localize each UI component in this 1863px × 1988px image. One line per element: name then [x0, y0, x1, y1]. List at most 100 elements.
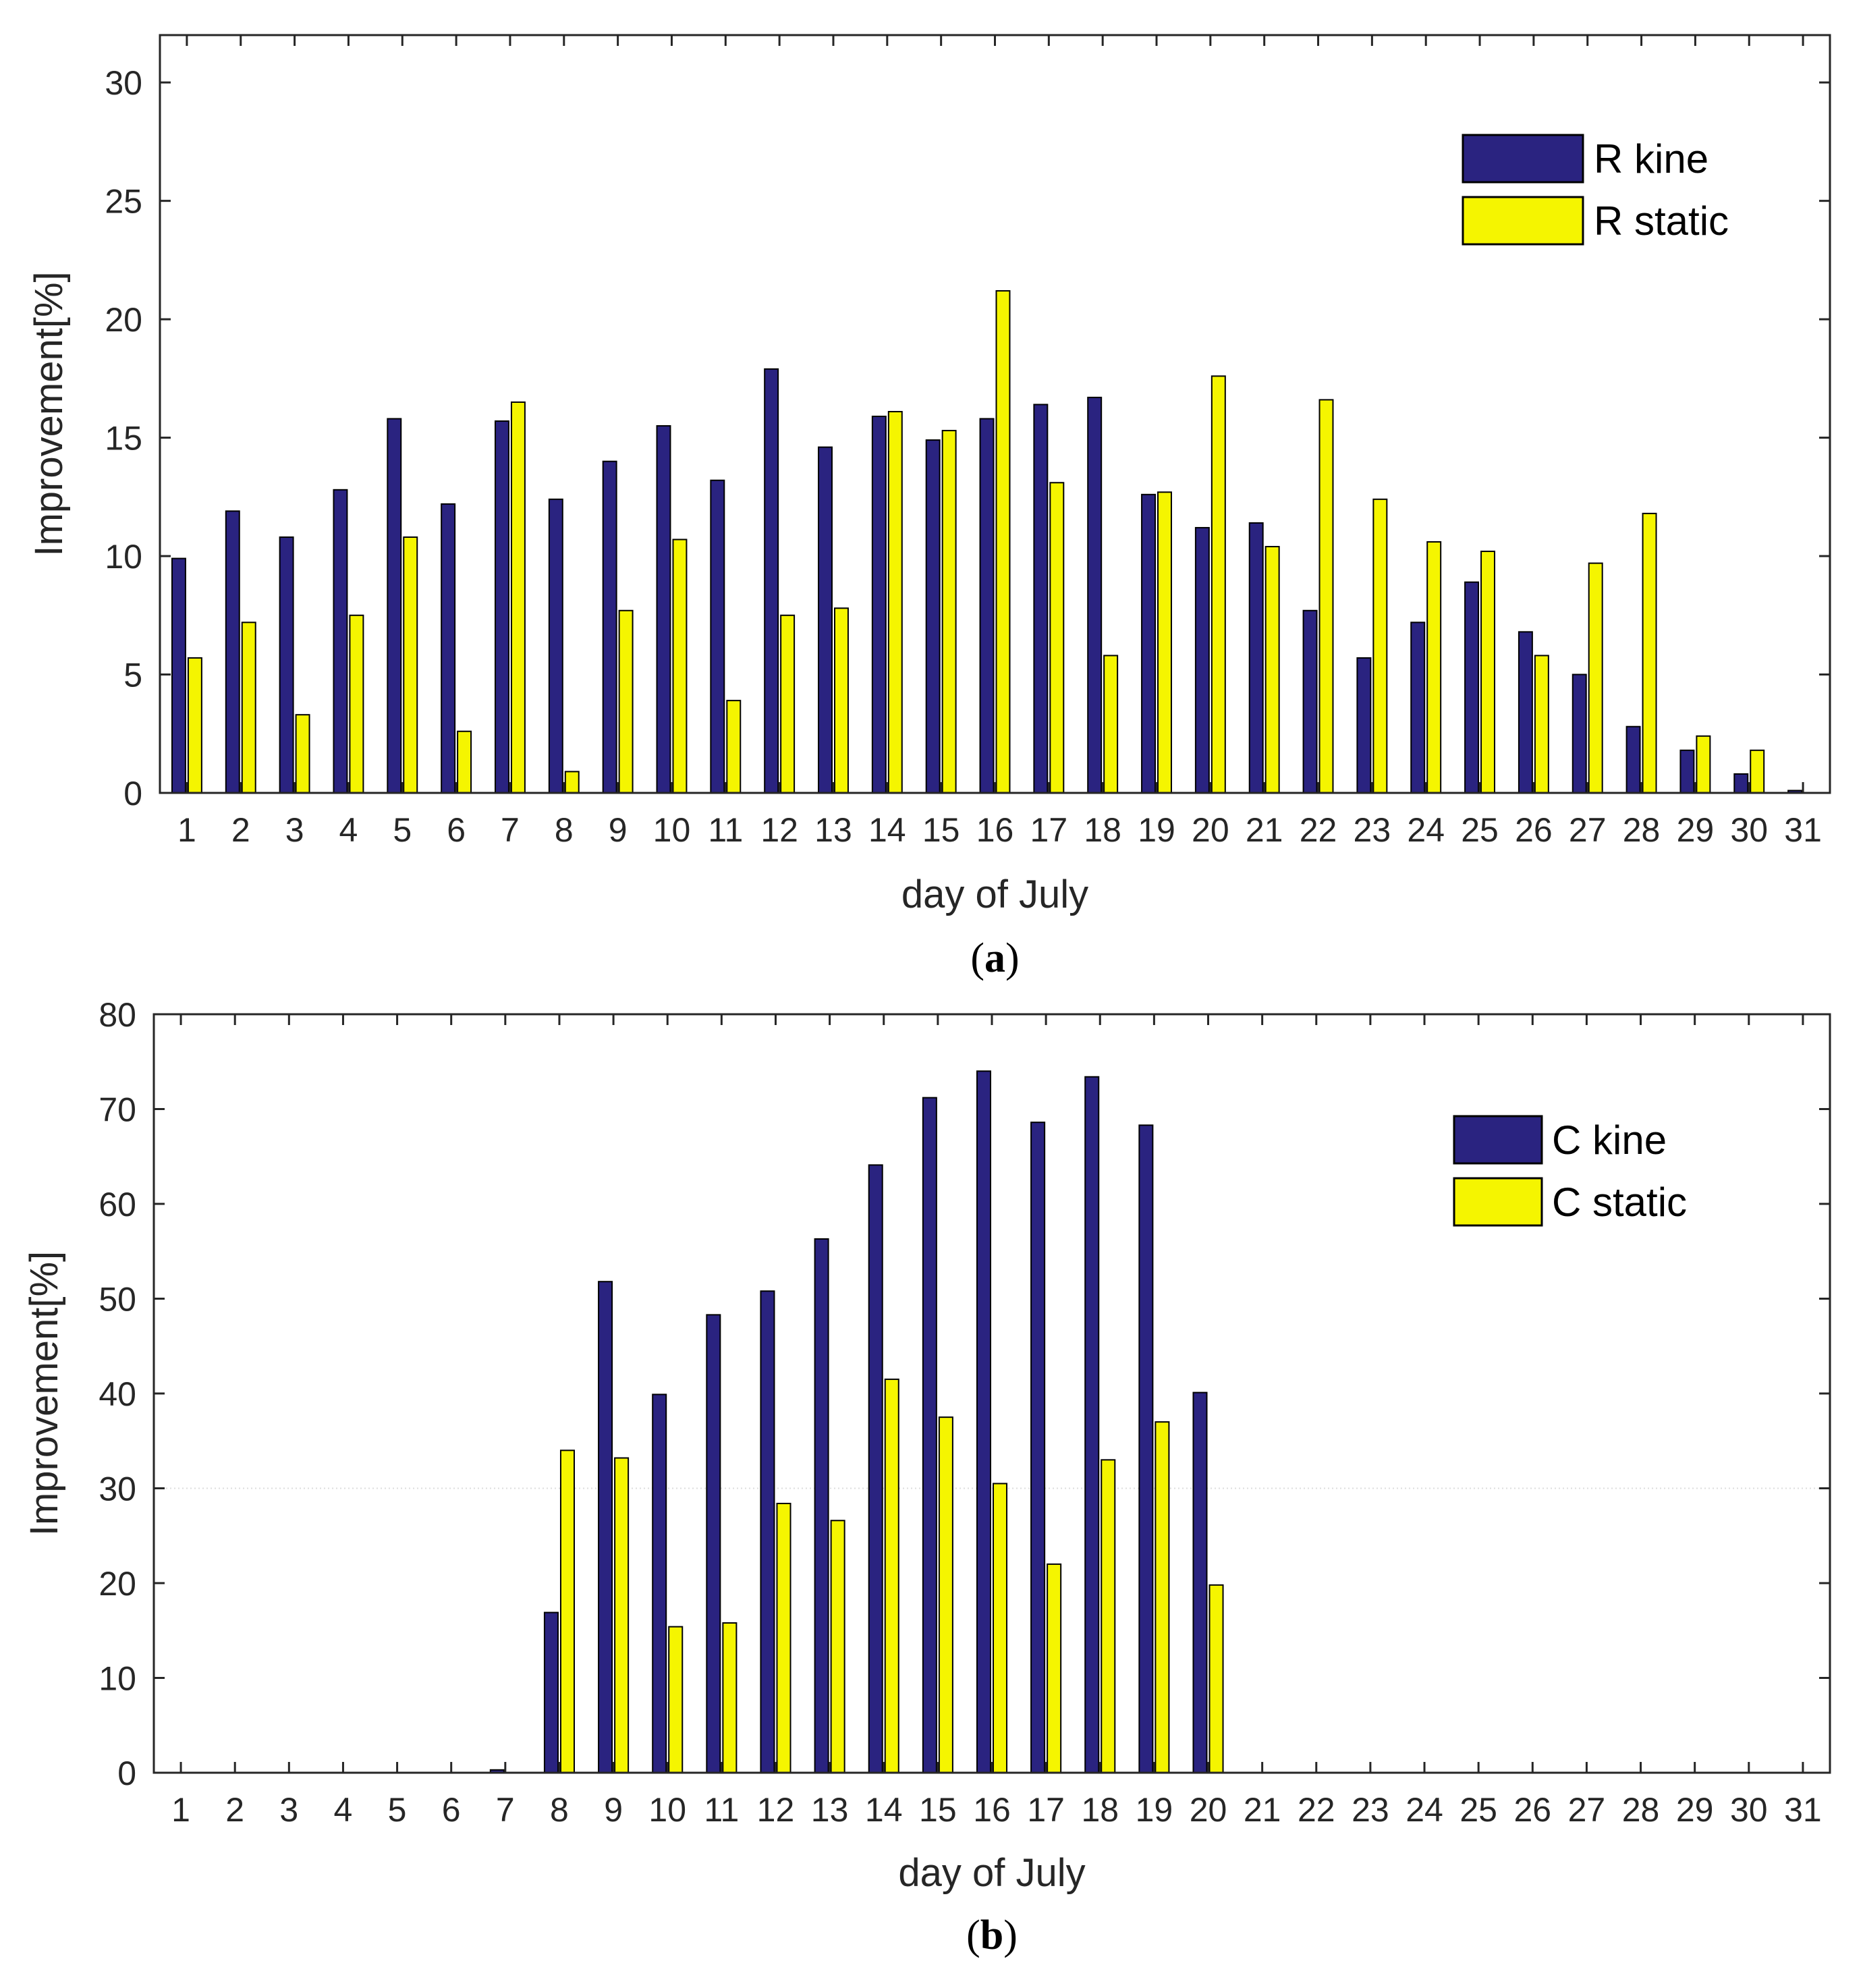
bar-r-kine-day-19 [1141, 493, 1157, 794]
bar-r-kine-day-15 [925, 439, 941, 794]
bar-r-static-day-21 [1264, 546, 1280, 794]
x-tick-label: 3 [285, 811, 304, 849]
y-tick-label: 70 [99, 1091, 136, 1129]
bar-r-static-day-25 [1480, 551, 1496, 794]
x-tick-label: 6 [447, 811, 466, 849]
legend-a: R kine R static [1462, 134, 1729, 246]
bar-r-static-day-4 [349, 614, 364, 794]
bar-r-static-day-30 [1750, 749, 1765, 794]
x-tick-label: 27 [1569, 811, 1607, 849]
bar-r-static-day-27 [1588, 562, 1603, 794]
x-tick-label: 25 [1459, 1791, 1497, 1829]
legend-swatch-c-static [1453, 1177, 1543, 1227]
y-tick-label: 10 [105, 538, 142, 576]
y-tick-label: 60 [99, 1186, 136, 1223]
x-tick-label: 28 [1622, 1791, 1660, 1829]
x-tick-label: 1 [177, 811, 196, 849]
legend-label-c-kine: C kine [1552, 1117, 1667, 1163]
bar-r-kine-day-22 [1302, 609, 1318, 794]
x-tick-label: 8 [550, 1791, 569, 1829]
x-tick-label: 21 [1244, 1791, 1281, 1829]
bar-r-static-day-29 [1696, 735, 1711, 794]
bar-c-kine-day-10 [652, 1393, 667, 1773]
bar-r-kine-day-5 [387, 418, 402, 794]
x-tick-label: 4 [339, 811, 358, 849]
bar-r-static-day-9 [618, 609, 634, 794]
x-tick-label: 23 [1352, 1791, 1389, 1829]
bar-r-kine-day-13 [818, 446, 833, 794]
x-tick-label: 22 [1300, 811, 1337, 849]
x-tick-label: 6 [442, 1791, 461, 1829]
bar-r-kine-day-28 [1625, 725, 1641, 794]
x-tick-label: 16 [976, 811, 1014, 849]
bar-r-kine-day-6 [441, 503, 456, 794]
bar-r-static-day-10 [672, 539, 688, 794]
x-tick-label: 20 [1192, 811, 1229, 849]
x-tick-label: 19 [1138, 811, 1175, 849]
x-tick-label: 13 [811, 1791, 849, 1829]
legend-swatch-c-kine [1453, 1115, 1543, 1165]
bar-r-static-day-2 [241, 622, 256, 794]
bar-r-kine-day-3 [279, 536, 294, 794]
bar-c-kine-day-18 [1084, 1076, 1100, 1773]
x-tick-label: 24 [1407, 811, 1445, 849]
bar-c-kine-day-17 [1030, 1122, 1046, 1774]
bar-c-kine-day-14 [868, 1164, 883, 1773]
bar-c-static-day-9 [614, 1457, 630, 1774]
x-tick-label: 9 [604, 1791, 623, 1829]
bar-c-static-day-20 [1208, 1584, 1224, 1774]
bar-r-static-day-17 [1049, 482, 1065, 794]
bar-r-static-day-23 [1372, 498, 1388, 794]
panel-label-b: (b) [966, 1912, 1018, 1958]
bar-r-static-day-16 [995, 290, 1011, 794]
y-axis-label-b: Improvement[%] [22, 1251, 66, 1536]
x-tick-label: 31 [1784, 811, 1822, 849]
bar-r-static-day-22 [1318, 399, 1334, 794]
bar-c-kine-day-12 [760, 1290, 775, 1773]
bar-r-static-day-14 [887, 410, 903, 794]
y-tick-label: 0 [123, 775, 142, 812]
bar-r-static-day-19 [1157, 491, 1172, 794]
bar-r-kine-day-2 [225, 510, 240, 794]
bar-c-static-day-13 [830, 1520, 845, 1774]
panel-letter-b: b [980, 1912, 1003, 1958]
x-tick-label: 15 [922, 811, 960, 849]
x-tick-label: 27 [1568, 1791, 1606, 1829]
x-tick-label: 8 [555, 811, 574, 849]
x-tick-label: 16 [973, 1791, 1011, 1829]
x-tick-label: 31 [1784, 1791, 1822, 1829]
x-tick-label: 3 [279, 1791, 298, 1829]
y-tick-label: 20 [99, 1565, 136, 1603]
y-tick-label: 20 [105, 301, 142, 339]
y-tick-label: 50 [99, 1281, 136, 1319]
bar-r-kine-day-12 [764, 368, 779, 794]
bar-r-static-day-18 [1103, 655, 1119, 794]
bar-c-kine-day-15 [922, 1097, 937, 1773]
x-tick-label: 14 [868, 811, 906, 849]
x-tick-label: 2 [225, 1791, 244, 1829]
x-tick-label: 18 [1084, 811, 1121, 849]
bar-r-kine-day-26 [1518, 631, 1533, 794]
bar-r-static-day-11 [726, 700, 742, 794]
bar-r-kine-day-11 [710, 479, 725, 794]
x-tick-label: 13 [814, 811, 852, 849]
x-tick-label: 7 [496, 1791, 515, 1829]
bar-r-kine-day-29 [1679, 749, 1695, 794]
bar-r-kine-day-20 [1194, 526, 1210, 794]
bar-r-static-day-1 [187, 657, 202, 794]
bar-c-kine-day-11 [706, 1314, 721, 1773]
x-tick-label: 30 [1730, 811, 1768, 849]
y-tick-label: 40 [99, 1375, 136, 1413]
legend-b: C kine C static [1453, 1115, 1687, 1227]
x-tick-label: 28 [1623, 811, 1661, 849]
x-tick-label: 10 [653, 811, 691, 849]
y-tick-label: 30 [105, 64, 142, 102]
x-tick-label: 22 [1298, 1791, 1335, 1829]
legend-label-c-static: C static [1552, 1180, 1687, 1225]
x-tick-label: 15 [919, 1791, 957, 1829]
y-tick-label: 15 [105, 420, 142, 458]
bar-c-static-day-16 [993, 1483, 1008, 1774]
legend-label-r-kine: R kine [1594, 136, 1708, 182]
